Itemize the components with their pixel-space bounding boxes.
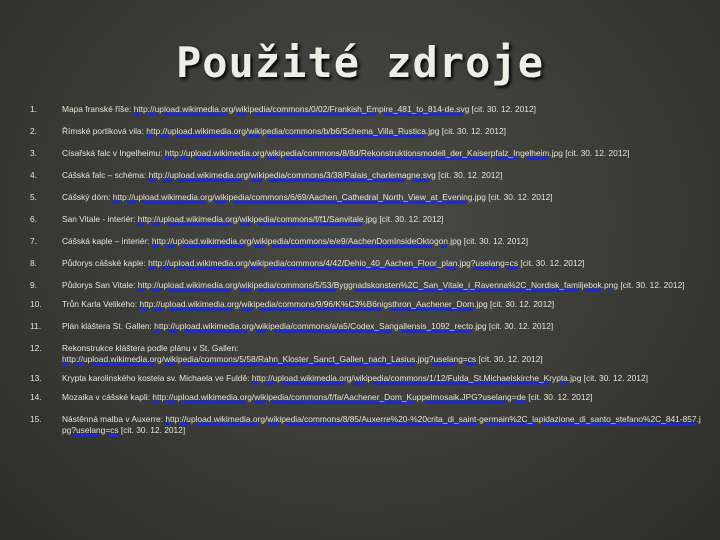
reference-link[interactable]: http://upload.wikimedia.org/wikipedia/co… — [137, 280, 619, 290]
reference-number: 3. — [30, 148, 37, 158]
reference-number: 15. — [30, 414, 42, 424]
reference-link[interactable]: http://upload.wikimedia.org/wikipedia/co… — [148, 258, 519, 268]
reference-label: San Vitale - interiér: — [62, 214, 138, 224]
reference-item: 1. Mapa franské říše: http://upload.wiki… — [30, 104, 702, 115]
reference-cite: [cit. 30. 12. 2012] — [525, 392, 593, 402]
reference-link[interactable]: http://upload.wikimedia.org/wikipedia/co… — [148, 170, 436, 180]
reference-item: 12. Rekonstrukce kláštera podle plánu v … — [30, 343, 702, 365]
reference-cite: [cit. 30. 12. 2012] — [439, 126, 506, 136]
reference-link[interactable]: http://upload.wikimedia.org/wikipedia/co… — [137, 214, 378, 224]
reference-number: 10. — [30, 299, 42, 309]
reference-item: 11. Plán kláštera St. Gallen: http://upl… — [30, 321, 702, 332]
reference-item: 4. Cášská falc – schéma: http://upload.w… — [30, 170, 702, 181]
reference-number: 9. — [30, 280, 37, 290]
reference-item: 14. Mozaika v cášské kapli: http://uploa… — [30, 392, 702, 403]
reference-link[interactable]: http://upload.wikimedia.org/wikipedia/co… — [139, 299, 488, 309]
reference-label: Cášská kaple – interiér: — [62, 236, 152, 246]
reference-link[interactable]: http://upload.wikimedia.org/wikipedia/co… — [251, 373, 582, 383]
reference-item: 2. Římské portiková vila: http://upload.… — [30, 126, 702, 137]
reference-label: Rekonstrukce kláštera podle plánu v St. … — [62, 343, 239, 353]
reference-label: Cášská falc – schéma: — [62, 170, 149, 180]
reference-item: 15. Nástěnná malba v Auxerre: http://upl… — [30, 414, 702, 436]
reference-cite: [cit. 30. 12. 2012] — [518, 258, 585, 268]
reference-link[interactable]: http://upload.wikimedia.org/wikipedia/co… — [62, 354, 477, 364]
reference-number: 6. — [30, 214, 37, 224]
references-list: 1. Mapa franské říše: http://upload.wiki… — [30, 104, 702, 444]
reference-label: Plán kláštera St. Gallen: — [62, 321, 155, 331]
reference-item: 9. Půdorys San Vitale: http://upload.wik… — [30, 280, 702, 291]
reference-cite: [cit. 30. 12. 2012] — [377, 214, 444, 224]
reference-label: Mozaika v cášské kapli: — [62, 392, 153, 402]
reference-cite: [cit. 30. 12. 2012] — [461, 236, 529, 246]
reference-item: 13. Krypta karolinského kostela sv. Mich… — [30, 373, 702, 384]
reference-cite: [cit. 30. 12. 2012] — [487, 299, 555, 309]
reference-item: 6. San Vitale - interiér: http://upload.… — [30, 214, 702, 225]
reference-cite: [cit. 30. 12. 2012] — [118, 425, 186, 435]
reference-label: Nástěnná malba v Auxerre: — [62, 414, 166, 424]
reference-label: Mapa franské říše: — [62, 104, 134, 114]
reference-item: 5. Cášský dóm: http://upload.wikimedia.o… — [30, 192, 702, 203]
reference-number: 1. — [30, 104, 37, 114]
reference-label: Trůn Karla Velikého: — [62, 299, 140, 309]
reference-cite: [cit. 30. 12. 2012] — [469, 104, 536, 114]
reference-item: 10. Trůn Karla Velikého: http://upload.w… — [30, 299, 702, 310]
reference-cite: [cit. 30. 12. 2012] — [581, 373, 648, 383]
reference-number: 4. — [30, 170, 37, 180]
reference-number: 7. — [30, 236, 37, 246]
reference-label: Římské portiková vila: — [62, 126, 147, 136]
reference-link[interactable]: http://upload.wikimedia.org/wikipedia/co… — [133, 104, 470, 114]
reference-number: 12. — [30, 343, 42, 353]
reference-number: 13. — [30, 373, 42, 383]
reference-cite: [cit. 30. 12. 2012] — [562, 148, 630, 158]
reference-link[interactable]: http://upload.wikimedia.org/wikipedia/co… — [152, 392, 526, 402]
reference-link[interactable]: http://upload.wikimedia.org/wikipedia/co… — [146, 126, 440, 136]
reference-number: 11. — [30, 321, 42, 331]
reference-label: Půdorys San Vitale: — [62, 280, 138, 290]
reference-label: Půdorys cášské kaple: — [62, 258, 149, 268]
reference-label: Cášský dóm: — [62, 192, 113, 202]
reference-cite: [cit. 30. 12. 2012] — [618, 280, 685, 290]
reference-link[interactable]: http://upload.wikimedia.org/wikipedia/co… — [151, 236, 462, 246]
reference-cite: [cit. 30. 12. 2012] — [486, 321, 554, 331]
reference-cite: [cit. 30. 12. 2012] — [476, 354, 543, 364]
reference-cite: [cit. 30. 12. 2012] — [435, 170, 503, 180]
reference-item: 7. Cášská kaple – interiér: http://uploa… — [30, 236, 702, 247]
reference-item: 3. Císařská falc v Ingelheimu: http://up… — [30, 148, 702, 159]
reference-number: 8. — [30, 258, 37, 268]
reference-number: 2. — [30, 126, 37, 136]
reference-number: 14. — [30, 392, 42, 402]
slide-title: Použité zdroje — [175, 38, 544, 87]
reference-link[interactable]: http://upload.wikimedia.org/wikipedia/co… — [164, 148, 563, 158]
reference-label: Císařská falc v Ingelheimu: — [62, 148, 165, 158]
reference-link[interactable]: http://upload.wikimedia.org/wikipedia/co… — [62, 414, 701, 435]
reference-link[interactable]: http://upload.wikimedia.org/wikipedia/co… — [112, 192, 486, 202]
reference-cite: [cit. 30. 12. 2012] — [485, 192, 553, 202]
reference-label: Krypta karolinského kostela sv. Michaela… — [62, 373, 252, 383]
reference-item: 8. Půdorys cášské kaple: http://upload.w… — [30, 258, 702, 269]
reference-link[interactable]: http://upload.wikimedia.org/wikipedia/co… — [154, 321, 487, 331]
reference-number: 5. — [30, 192, 37, 202]
